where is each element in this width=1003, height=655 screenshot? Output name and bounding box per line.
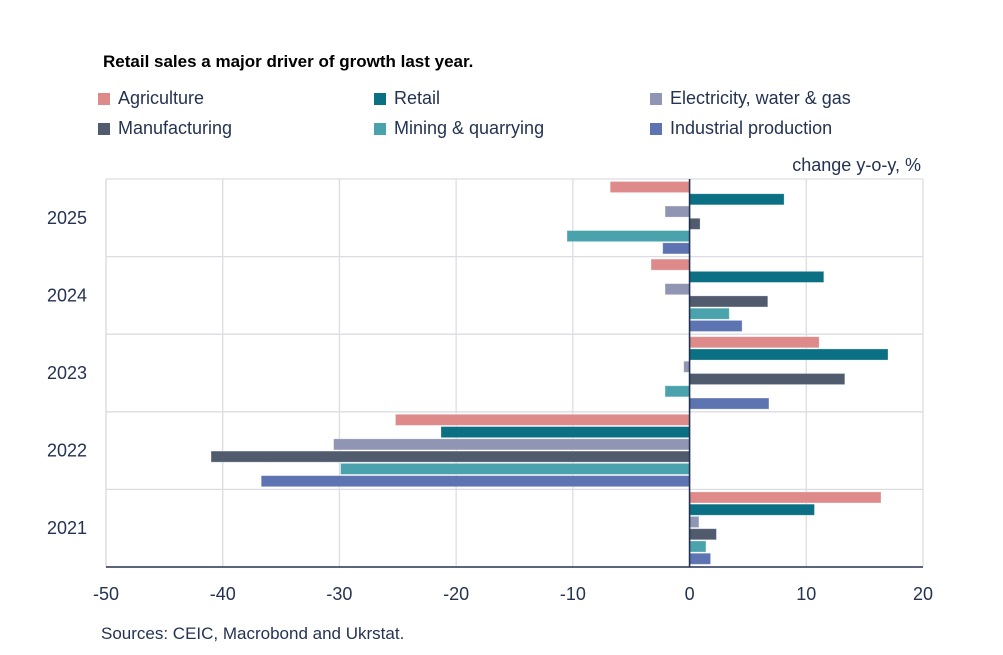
bar-2021-industrial-production xyxy=(689,552,711,565)
bar-2025-agriculture xyxy=(609,181,690,193)
bar-2025-industrial-production xyxy=(662,242,690,255)
x-tick-label-20: 20 xyxy=(913,584,933,604)
bar-2022-retail xyxy=(440,426,690,439)
legend-label-retail: Retail xyxy=(394,88,441,108)
bar-2022-manufacturing xyxy=(210,450,690,463)
bar-2023-retail xyxy=(689,348,889,361)
bar-2023-industrial-production xyxy=(689,397,770,410)
y-tick-label-2021: 2021 xyxy=(47,518,87,538)
bar-2023-manufacturing xyxy=(689,373,846,385)
bar-2024-agriculture xyxy=(650,258,690,271)
legend-swatch-retail xyxy=(374,92,386,105)
x-axis-unit-label: change y-o-y, % xyxy=(792,155,921,175)
bar-2025-retail xyxy=(689,193,785,206)
bar-2023-electricity-water-gas xyxy=(683,360,690,373)
legend-swatch-industrial xyxy=(650,122,662,135)
legend-label-mining: Mining & quarrying xyxy=(394,118,545,138)
bar-2023-mining-quarrying xyxy=(664,385,690,398)
legend-item-electricity: Electricity, water & gas xyxy=(650,88,851,109)
legend-item-retail: Retail xyxy=(374,88,440,109)
x-tick-label-40: -40 xyxy=(210,584,236,604)
legend-label-manufacturing: Manufacturing xyxy=(118,118,233,138)
bar-2025-electricity-water-gas xyxy=(664,205,690,218)
bar-2025-mining-quarrying xyxy=(566,230,690,243)
bar-2024-retail xyxy=(689,270,825,283)
x-tick-label-10: 10 xyxy=(796,584,816,604)
bar-2021-manufacturing xyxy=(689,528,717,541)
chart-title: Retail sales a major driver of growth la… xyxy=(103,52,474,71)
x-tick-label-30: -30 xyxy=(326,584,352,604)
legend-swatch-mining xyxy=(374,122,386,135)
bar-2024-industrial-production xyxy=(689,320,743,332)
bar-2022-electricity-water-gas xyxy=(333,438,690,451)
legend-swatch-electricity xyxy=(650,92,662,105)
y-tick-label-2022: 2022 xyxy=(47,441,87,461)
bar-2022-agriculture xyxy=(395,413,690,426)
x-tick-label-20: -20 xyxy=(443,584,469,604)
y-tick-label-2023: 2023 xyxy=(47,363,87,383)
bar-2021-electricity-water-gas xyxy=(689,516,700,528)
y-tick-label-2025: 2025 xyxy=(47,208,87,228)
legend-item-industrial: Industrial production xyxy=(650,118,832,139)
x-tick-label-10: -10 xyxy=(560,584,586,604)
bar-2024-manufacturing xyxy=(689,295,769,308)
legend-label-agriculture: Agriculture xyxy=(118,88,205,108)
chart-legend: Agriculture Retail Electricity, water & … xyxy=(98,88,918,148)
legend-item-manufacturing: Manufacturing xyxy=(98,118,232,139)
bar-2024-mining-quarrying xyxy=(689,307,730,320)
legend-item-mining: Mining & quarrying xyxy=(374,118,544,139)
bar-2025-manufacturing xyxy=(689,217,701,230)
legend-item-agriculture: Agriculture xyxy=(98,88,204,109)
source-note: Sources: CEIC, Macrobond and Ukrstat. xyxy=(101,624,405,643)
legend-swatch-agriculture xyxy=(98,92,110,105)
y-tick-label-2024: 2024 xyxy=(47,285,87,305)
legend-label-electricity: Electricity, water & gas xyxy=(670,88,851,108)
legend-swatch-manufacturing xyxy=(98,122,110,135)
x-tick-label-50: -50 xyxy=(93,584,119,604)
bar-2021-retail xyxy=(689,503,815,516)
bar-2022-industrial-production xyxy=(260,475,690,488)
bar-2021-agriculture xyxy=(689,491,882,504)
bar-2022-mining-quarrying xyxy=(340,462,690,475)
legend-label-industrial: Industrial production xyxy=(670,118,833,138)
bar-2023-agriculture xyxy=(689,336,820,349)
x-tick-label-0: 0 xyxy=(685,584,695,604)
bar-2021-mining-quarrying xyxy=(689,540,707,553)
bar-2024-electricity-water-gas xyxy=(664,283,690,296)
